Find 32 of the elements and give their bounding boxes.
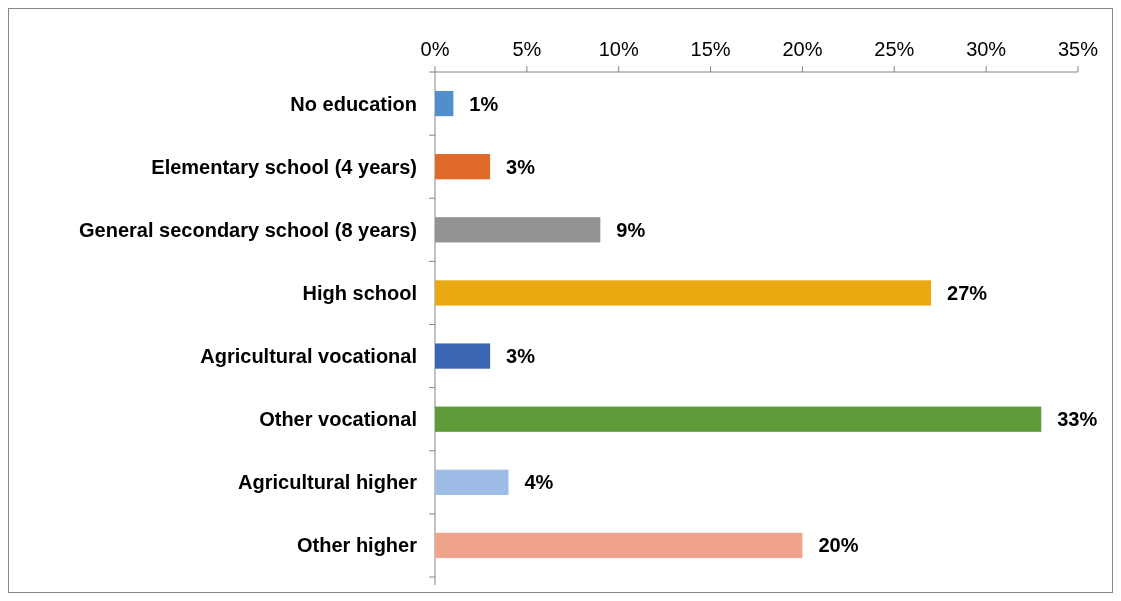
data-label: 9% (616, 218, 646, 241)
x-tick-label: 30% (966, 38, 1007, 60)
y-tick-label: General secondary school (8 years) (79, 218, 417, 241)
y-tick-label: Other vocational (259, 408, 417, 431)
bar (435, 217, 601, 243)
data-label: 3% (506, 155, 536, 178)
y-tick-label: Agricultural vocational (200, 345, 417, 368)
bar (435, 343, 491, 369)
data-label: 20% (818, 534, 859, 557)
bar (435, 532, 803, 559)
bar (435, 154, 491, 180)
data-label: 27% (947, 281, 988, 304)
bar (435, 469, 509, 495)
x-tick-label: 10% (598, 38, 639, 60)
y-tick-label: Elementary school (4 years) (151, 155, 417, 178)
bar (435, 90, 454, 117)
y-tick-label: Other higher (296, 534, 418, 557)
x-tick-label: 15% (690, 38, 731, 60)
x-tick-label: 25% (874, 38, 915, 60)
y-tick-label: High school (302, 281, 417, 304)
x-tick-label: 5% (512, 38, 542, 60)
data-label: 1% (469, 92, 499, 115)
x-tick-label: 20% (782, 38, 823, 60)
data-label: 3% (506, 345, 536, 368)
x-tick-label: 0% (420, 38, 450, 60)
data-label: 4% (524, 471, 554, 494)
y-tick-label: No education (290, 92, 417, 115)
bar (435, 280, 932, 306)
bar (435, 406, 1042, 432)
data-label: 33% (1057, 408, 1098, 431)
x-tick-label: 35% (1057, 38, 1099, 60)
y-tick-label: Agricultural higher (238, 471, 418, 494)
